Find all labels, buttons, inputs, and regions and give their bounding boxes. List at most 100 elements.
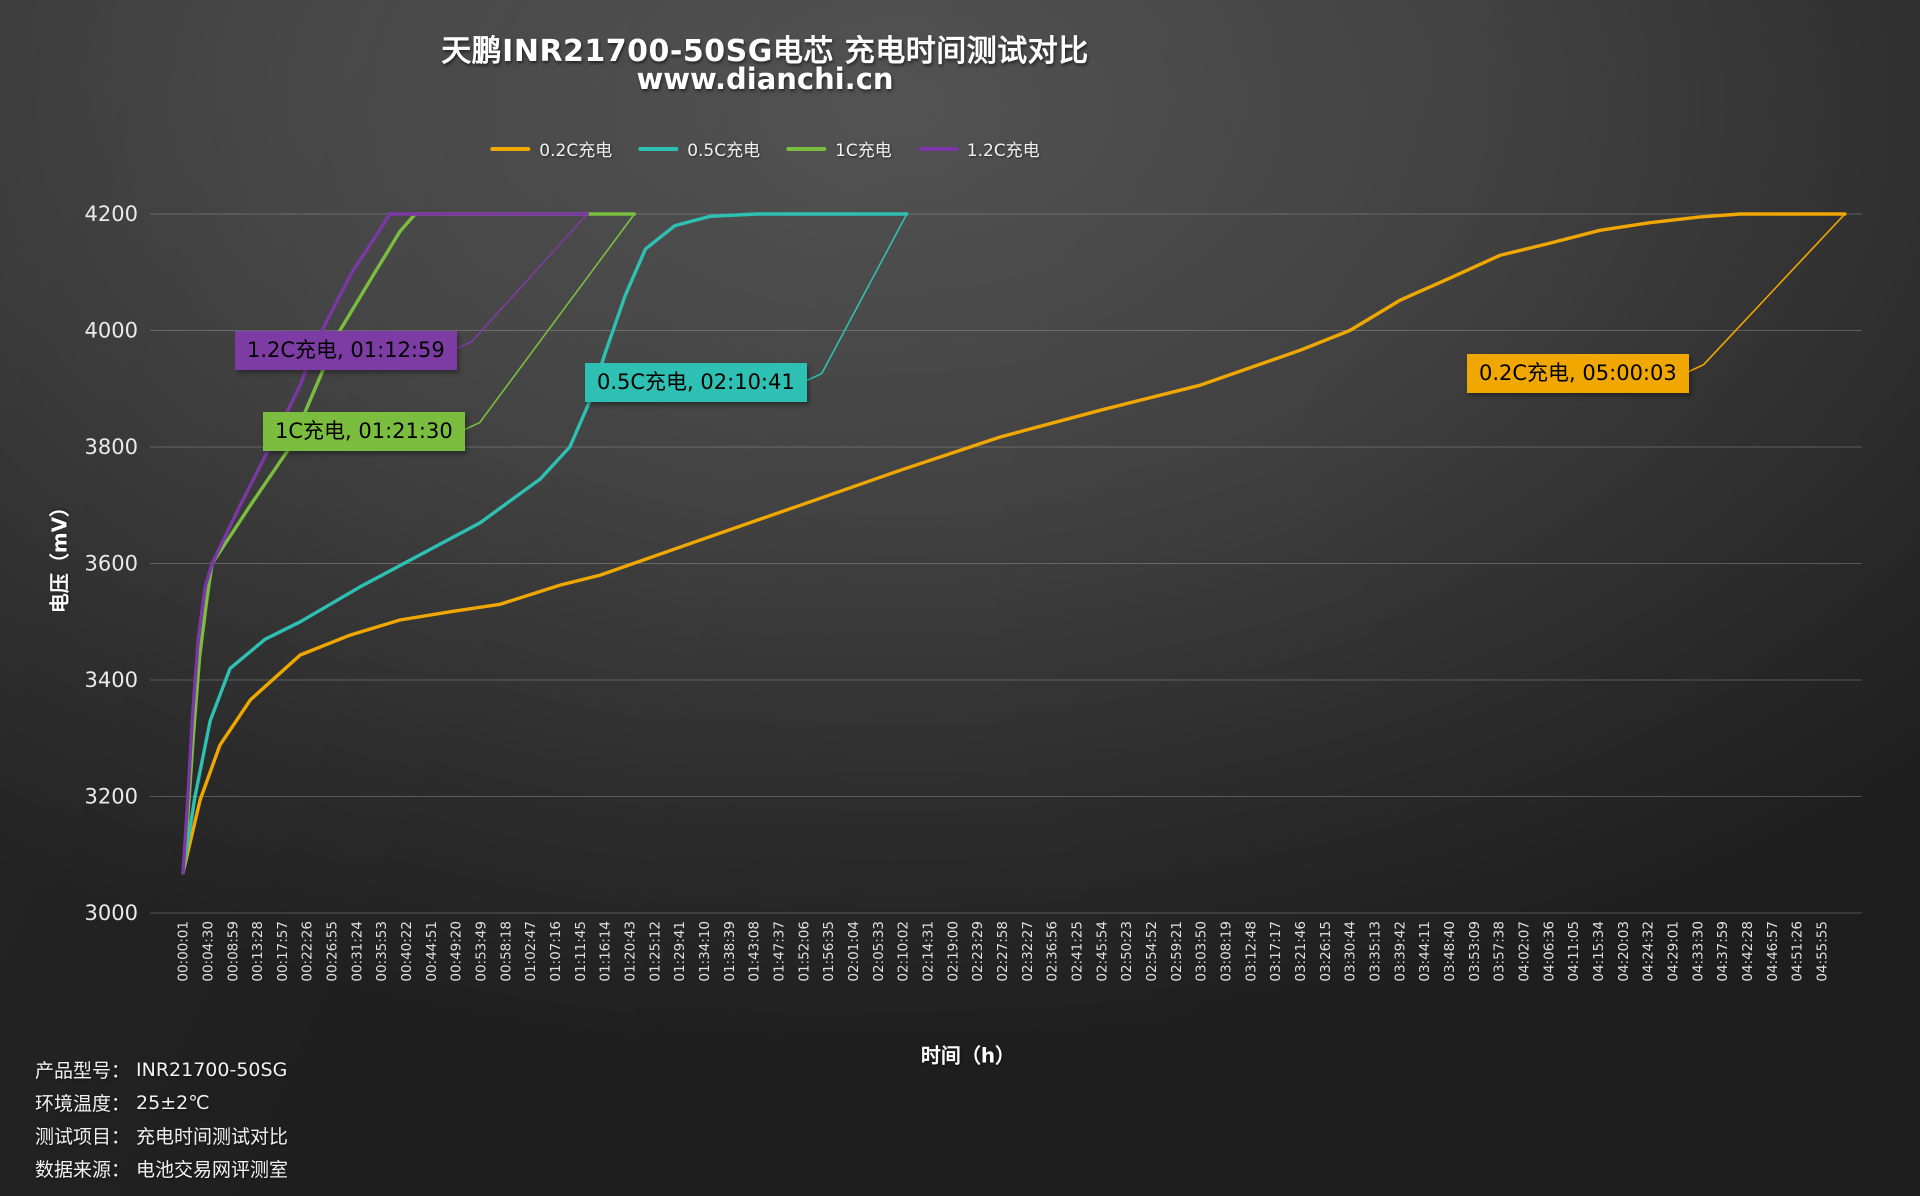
x-tick-label: 03:26:15 [1318,921,1334,982]
y-tick-3200: 3200 [85,785,138,809]
info-value: 电池交易网评测室 [136,1159,289,1181]
x-tick-label: 02:59:21 [1169,921,1185,982]
x-tick-label: 04:55:55 [1814,921,1830,982]
x-tick-label: 00:04:30 [200,921,216,982]
x-tick-label: 00:17:57 [275,921,291,982]
x-tick-label: 03:35:13 [1367,921,1383,982]
info-value: 充电时间测试对比 [136,1126,289,1148]
x-tick-label: 00:22:26 [300,921,316,982]
series-lines [181,212,1847,875]
x-tick-labels: 00:00:01 00:04:30 00:08:59 00:13:28 00:17:57… [176,921,1831,982]
x-tick-label: 02:45:54 [1094,921,1110,982]
x-tick-label: 01:47:37 [772,921,788,982]
series-line-1C充电 [181,212,637,875]
x-tick-label: 02:23:29 [970,921,986,982]
leader-line [456,213,588,350]
x-tick-label: 04:20:03 [1616,921,1632,982]
y-tick-4000: 4000 [85,319,138,343]
x-tick-label: 03:48:40 [1442,921,1458,982]
legend-label-1.2c: 1.2C充电 [966,141,1040,161]
x-tick-label: 02:14:31 [921,921,937,982]
x-tick-label: 01:02:47 [523,921,539,982]
x-tick-label: 01:43:08 [747,921,763,982]
legend-item-0.2c: 0.2C充电 [490,136,612,161]
legend-item-0.5c: 0.5C充电 [638,136,760,161]
x-tick-label: 02:19:00 [945,921,961,982]
x-tick-label: 03:21:46 [1293,921,1309,982]
info-value: 25±2℃ [136,1091,210,1114]
x-tick-label: 02:10:02 [896,921,912,982]
x-tick-label: 03:12:48 [1243,921,1259,982]
x-tick-label: 03:53:09 [1467,921,1483,982]
x-tick-label: 04:02:07 [1516,921,1532,982]
legend-swatch-0.5c [638,146,679,151]
leader-line [806,213,908,382]
leader-line [1688,213,1846,373]
annotation-1c-charge-time: 1C充电, 01:21:30 [263,412,465,451]
y-tick-3800: 3800 [85,435,138,459]
x-tick-label: 03:57:38 [1492,921,1508,982]
annotation-0.2c-charge-time: 0.2C充电, 05:00:03 [1467,354,1689,393]
x-tick-label: 02:32:27 [1020,921,1036,982]
series-line-1.2C充电 [181,212,589,875]
series-line-0.2C充电 [181,212,1847,875]
annotation-0.5c-charge-time: 0.5C充电, 02:10:41 [585,363,807,402]
leader-line [464,213,636,431]
series-line-0.5C充电 [181,212,909,875]
x-tick-label: 01:07:16 [548,921,564,982]
x-tick-label: 01:38:39 [722,921,738,982]
x-tick-label: 02:54:52 [1144,921,1160,982]
x-axis-title: 时间（h） [920,1043,1016,1068]
x-tick-label: 03:39:42 [1392,921,1408,982]
x-tick-label: 04:46:57 [1765,921,1781,982]
x-tick-label: 02:50:23 [1119,921,1135,982]
x-tick-label: 03:17:17 [1268,921,1284,982]
x-tick-label: 00:53:49 [474,921,490,982]
x-tick-label: 04:06:36 [1541,921,1557,982]
info-label: 测试项目： [35,1126,131,1148]
x-tick-label: 01:29:41 [672,921,688,982]
y-tick-3000: 3000 [85,901,138,925]
x-tick-label: 02:01:04 [846,921,862,982]
x-tick-label: 03:30:44 [1343,921,1359,982]
info-row: 产品型号： INR21700-50SG [35,1053,288,1086]
x-tick-label: 03:08:19 [1219,921,1235,982]
x-tick-label: 04:29:01 [1665,921,1681,982]
y-axis-title: 电压（mV） [47,496,72,614]
y-tick-3400: 3400 [85,668,138,692]
x-tick-label: 00:00:01 [176,921,192,982]
info-label: 产品型号： [35,1060,131,1082]
x-tick-label: 04:15:34 [1591,921,1607,982]
legend-swatch-0.2c [490,146,531,151]
y-tick-labels: 3000 3200 3400 3600 3800 4000 4200 [85,202,138,925]
annotation-1.2c-charge-time: 1.2C充电, 01:12:59 [235,331,457,370]
x-tick-label: 00:35:53 [374,921,390,982]
x-tick-label: 00:49:20 [449,921,465,982]
x-tick-label: 02:41:25 [1070,921,1086,982]
chart-subtitle: www.dianchi.cn [636,62,894,96]
info-row: 数据来源： 电池交易网评测室 [35,1152,288,1185]
legend-item-1.2c: 1.2C充电 [917,136,1040,161]
x-tick-label: 01:16:14 [598,921,614,982]
legend-swatch-1.2c [917,146,958,151]
y-tick-4200: 4200 [85,202,138,226]
x-tick-label: 04:24:32 [1641,921,1657,982]
x-tick-label: 04:42:28 [1740,921,1756,982]
x-tick-label: 03:44:11 [1417,921,1433,982]
x-tick-label: 01:25:12 [647,921,663,982]
x-tick-label: 01:56:35 [821,921,837,982]
x-tick-label: 00:44:51 [424,921,440,982]
legend-label-0.5c: 0.5C充电 [687,141,761,161]
x-tick-label: 00:40:22 [399,921,415,982]
x-tick-label: 01:34:10 [697,921,713,982]
x-tick-label: 00:08:59 [225,921,241,982]
info-label: 数据来源： [35,1159,131,1181]
legend-label-1c: 1C充电 [835,141,892,161]
x-tick-label: 00:13:28 [250,921,266,982]
x-tick-label: 04:11:05 [1566,921,1582,982]
x-tick-label: 02:27:58 [995,921,1011,982]
x-tick-label: 02:36:56 [1045,921,1061,982]
x-tick-label: 04:51:26 [1790,921,1806,982]
